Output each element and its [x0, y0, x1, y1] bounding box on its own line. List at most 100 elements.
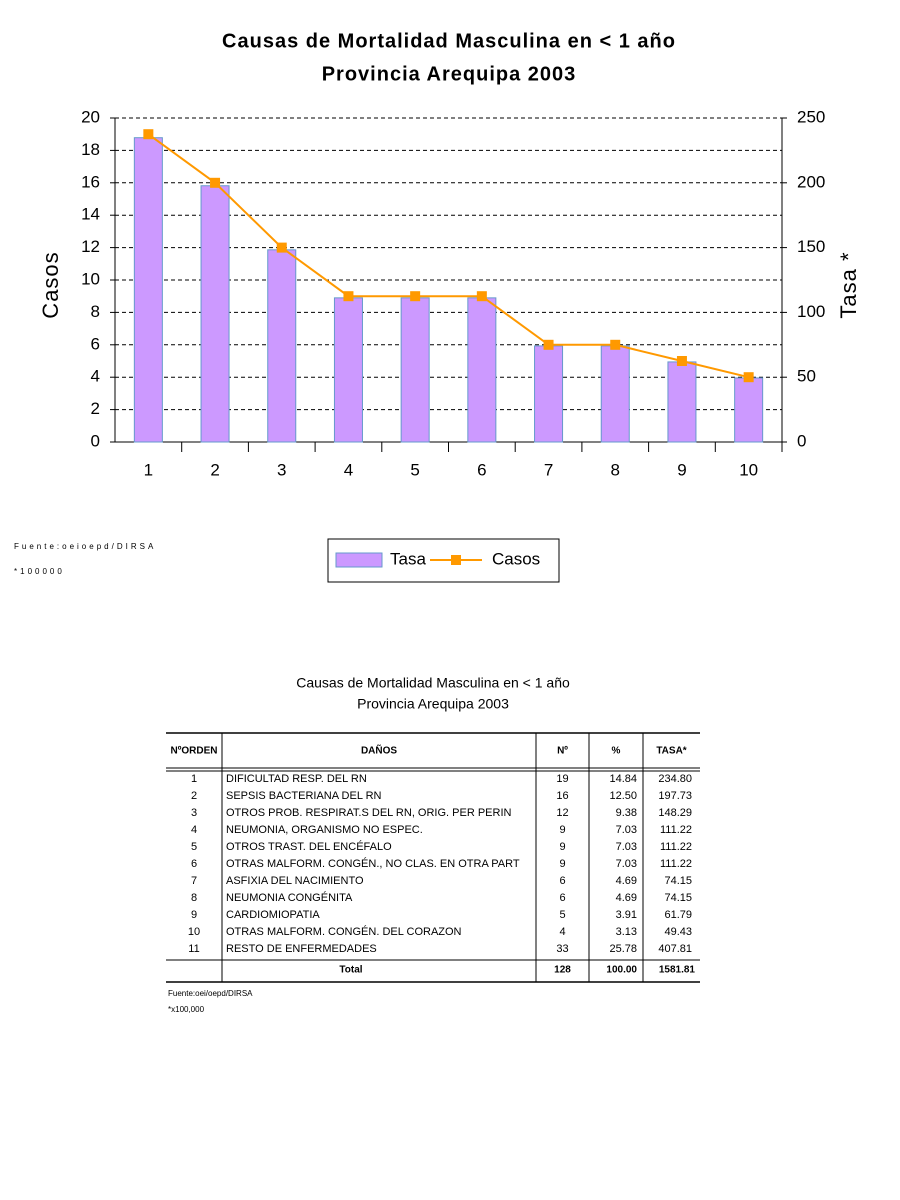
y2-tick-label: 100	[797, 302, 825, 321]
y2-tick-label: 250	[797, 107, 825, 126]
y-tick-label: 14	[81, 205, 100, 224]
table-cell: NEUMONIA, ORGANISMO NO ESPEC.	[226, 824, 423, 836]
y-tick-label: 6	[91, 334, 100, 353]
bar	[667, 361, 697, 443]
bar	[467, 297, 497, 443]
x-tick-label: 3	[277, 460, 286, 479]
table-cell: 61.79	[664, 909, 692, 921]
y2-tick-label: 0	[797, 431, 806, 450]
x-tick-label: 7	[544, 460, 553, 479]
y-tick-label: 18	[81, 140, 100, 159]
table-cell: OTRAS MALFORM. CONGÉN. DEL CORAZON	[226, 925, 462, 938]
table-cell: 6	[559, 875, 565, 887]
table-cell: 3.13	[616, 926, 637, 938]
table-cell: 3	[191, 807, 197, 819]
table-cell: 7.03	[616, 858, 637, 870]
line-marker	[143, 129, 154, 140]
bar	[133, 137, 163, 443]
rate-note: *100000	[14, 567, 65, 576]
table-cell: 12.50	[609, 790, 637, 802]
table-cell: 1	[191, 773, 197, 785]
table-cell: 6	[559, 892, 565, 904]
table-cell: 49.43	[664, 926, 692, 938]
table-cell: OTROS TRAST. DEL ENCÉFALO	[226, 840, 392, 853]
x-tick-label: 9	[677, 460, 686, 479]
table-cell: OTROS PROB. RESPIRAT.S DEL RN, ORIG. PER…	[226, 807, 511, 819]
table-cell: 2	[191, 790, 197, 802]
table-cell: 8	[191, 892, 197, 904]
bar	[200, 185, 230, 443]
table-cell: OTRAS MALFORM. CONGÉN., NO CLAS. EN OTRA…	[226, 857, 520, 870]
table-cell: 5	[559, 909, 565, 921]
table-header: Nº	[557, 746, 568, 757]
x-tick-label: 4	[344, 460, 353, 479]
y-tick-label: 20	[81, 107, 100, 126]
x-tick-label: 6	[477, 460, 486, 479]
bar	[267, 249, 297, 443]
y-axis-label: Casos	[38, 251, 63, 318]
table-title: Causas de Mortalidad Masculina en < 1 añ…	[296, 675, 570, 691]
table-cell: 7	[191, 875, 197, 887]
y-tick-label: 8	[91, 302, 100, 321]
line-marker	[276, 242, 287, 253]
table-cell: 6	[191, 858, 197, 870]
line-marker	[343, 291, 354, 302]
line-marker	[610, 339, 621, 350]
bar	[333, 297, 363, 443]
table-cell: 234.80	[658, 773, 692, 785]
y2-tick-label: 150	[797, 237, 825, 256]
table-cell: 9	[559, 824, 565, 836]
table-cell: 7.03	[616, 824, 637, 836]
bar	[400, 297, 430, 443]
table-cell: 33	[556, 943, 568, 955]
table-cell: 14.84	[609, 773, 637, 785]
table-cell: 5	[191, 841, 197, 853]
legend-label: Casos	[492, 549, 540, 568]
line-marker	[743, 372, 754, 383]
y-tick-label: 12	[81, 237, 100, 256]
legend-label: Tasa	[390, 549, 426, 568]
table-cell: 9.38	[616, 807, 637, 819]
table-cell: RESTO DE ENFERMEDADES	[226, 943, 377, 955]
y2-tick-label: 50	[797, 367, 816, 386]
table-cell: ASFIXIA DEL NACIMIENTO	[226, 875, 364, 887]
table-total: 1581.81	[659, 965, 696, 976]
bar	[534, 345, 564, 443]
y-tick-label: 2	[91, 399, 100, 418]
table-cell: 9	[559, 841, 565, 853]
table-cell: 4	[559, 926, 565, 938]
table-cell: 111.22	[660, 858, 692, 870]
line	[147, 133, 749, 379]
table-cell: 7.03	[616, 841, 637, 853]
x-tick-label: 2	[210, 460, 219, 479]
legend-swatch	[335, 552, 383, 568]
table-cell: 9	[559, 858, 565, 870]
chart-subtitle: Provincia Arequipa 2003	[322, 63, 577, 85]
y2-tick-label: 200	[797, 172, 825, 191]
y-tick-label: 0	[91, 431, 100, 450]
table-subtitle: Provincia Arequipa 2003	[357, 696, 509, 712]
table-header: NºORDEN	[171, 746, 218, 757]
legend-box	[327, 538, 560, 583]
line-marker	[410, 291, 421, 302]
table-cell: 16	[556, 790, 568, 802]
table-footnote: *x100,000	[168, 1005, 205, 1014]
table-cell: 12	[556, 807, 568, 819]
table-cell: 148.29	[658, 807, 692, 819]
table-cell: 25.78	[609, 943, 637, 955]
bar	[734, 377, 764, 443]
chart-title: Causas de Mortalidad Masculina en < 1 añ…	[222, 30, 676, 52]
table-cell: 10	[188, 926, 200, 938]
table-header: DAÑOS	[361, 744, 397, 757]
table-cell: 74.15	[664, 892, 692, 904]
source-note: Fuente:oeioepd/DIRSA	[14, 542, 156, 551]
table-cell: NEUMONIA CONGÉNITA	[226, 891, 353, 904]
bar	[600, 345, 630, 443]
table-total: 100.00	[606, 965, 637, 976]
table-cell: SEPSIS BACTERIANA DEL RN	[226, 790, 382, 802]
table-footnote: Fuente:oei/oepd/DIRSA	[168, 989, 253, 998]
line-marker	[210, 177, 221, 188]
table-header: %	[612, 746, 621, 757]
y2-axis-label: Tasa *	[836, 251, 861, 318]
